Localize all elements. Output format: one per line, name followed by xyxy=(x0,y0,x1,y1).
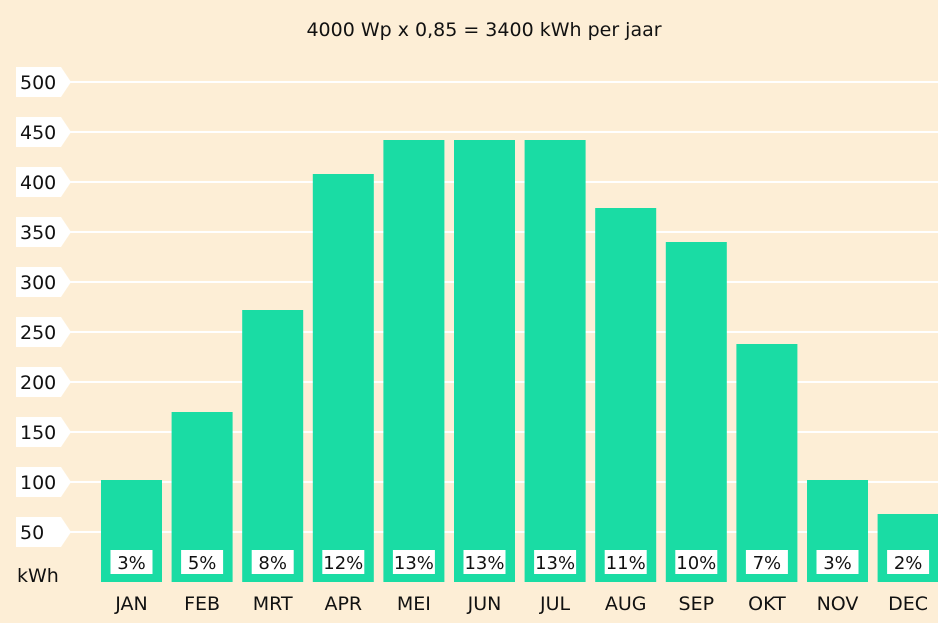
percent-label-sep: 10% xyxy=(676,553,716,574)
y-tick-tag-400 xyxy=(16,167,71,197)
percent-label-nov: 3% xyxy=(823,553,852,574)
y-tick-tag-350 xyxy=(16,217,71,247)
percent-box-apr xyxy=(322,550,365,574)
y-tick-label-50: 50 xyxy=(20,522,44,544)
percent-label-feb: 5% xyxy=(188,553,217,574)
y-tick-label-150: 150 xyxy=(20,422,56,444)
x-tick-label-jul: JUL xyxy=(539,593,571,615)
y-tick-tag-50 xyxy=(16,517,71,547)
y-tick-tag-250 xyxy=(16,317,71,347)
chart-title: 4000 Wp x 0,85 = 3400 kWh per jaar xyxy=(306,19,661,41)
percent-label-aug: 11% xyxy=(606,553,646,574)
percent-box-sep xyxy=(675,550,718,574)
bar-jul xyxy=(524,140,586,582)
y-axis-ticks: 50 100 150 200 250 300 350 400 450 500 xyxy=(16,67,71,547)
bar-apr xyxy=(312,174,374,582)
y-tick-label-350: 350 xyxy=(20,222,56,244)
y-tick-label-400: 400 xyxy=(20,172,56,194)
y-axis-unit-label: kWh xyxy=(17,565,59,587)
percent-box-mrt xyxy=(251,550,294,574)
x-tick-label-dec: DEC xyxy=(888,593,928,615)
percent-label-dec: 2% xyxy=(894,553,923,574)
y-tick-label-250: 250 xyxy=(20,322,56,344)
bar-aug xyxy=(595,208,657,582)
x-tick-label-sep: SEP xyxy=(679,593,715,615)
percent-box-okt xyxy=(745,550,788,574)
y-tick-tag-450 xyxy=(16,117,71,147)
x-tick-label-jan: JAN xyxy=(114,593,147,615)
x-tick-label-feb: FEB xyxy=(184,593,220,615)
y-tick-tag-150 xyxy=(16,417,71,447)
percent-box-aug xyxy=(604,550,647,574)
x-tick-label-mei: MEI xyxy=(397,593,431,615)
y-tick-tag-300 xyxy=(16,267,71,297)
y-tick-label-450: 450 xyxy=(20,122,56,144)
percent-label-mei: 13% xyxy=(394,553,434,574)
x-tick-label-nov: NOV xyxy=(817,593,859,615)
percent-label-okt: 7% xyxy=(753,553,782,574)
y-tick-label-200: 200 xyxy=(20,372,56,394)
x-tick-label-apr: APR xyxy=(324,593,362,615)
y-tick-label-100: 100 xyxy=(20,472,56,494)
y-tick-label-500: 500 xyxy=(20,72,56,94)
bar-mrt xyxy=(242,310,304,582)
percent-label-mrt: 8% xyxy=(258,553,287,574)
y-tick-tag-100 xyxy=(16,467,71,497)
y-tick-tag-500 xyxy=(16,67,71,97)
percent-label-jun: 13% xyxy=(464,553,504,574)
percent-label-jul: 13% xyxy=(535,553,575,574)
bar-jun xyxy=(454,140,515,582)
x-tick-label-okt: OKT xyxy=(748,593,786,615)
bar-okt xyxy=(736,344,798,582)
bars xyxy=(101,140,938,582)
x-tick-label-mrt: MRT xyxy=(253,593,293,615)
percent-box-nov xyxy=(816,550,859,574)
y-tick-label-300: 300 xyxy=(20,272,56,294)
x-tick-label-jun: JUN xyxy=(467,593,502,615)
percent-box-dec xyxy=(887,550,930,574)
bar-mei xyxy=(383,140,445,582)
percent-label-jan: 3% xyxy=(117,553,146,574)
percent-labels: 3% 5% 8% 12% 13% 13% 13% 11% 10% 7% 3% 2% xyxy=(110,550,930,574)
percent-box-jun xyxy=(463,550,506,574)
percent-box-jan xyxy=(110,550,153,574)
percent-box-jul xyxy=(534,550,577,574)
percent-label-apr: 12% xyxy=(323,553,363,574)
y-tick-tag-200 xyxy=(16,367,71,397)
bar-sep xyxy=(665,242,727,582)
percent-box-feb xyxy=(181,550,224,574)
x-tick-label-aug: AUG xyxy=(605,593,647,615)
percent-box-mei xyxy=(392,550,435,574)
x-axis-ticks: JAN FEB MRT APR MEI JUN JUL AUG SEP OKT NOV DEC xyxy=(114,593,928,615)
